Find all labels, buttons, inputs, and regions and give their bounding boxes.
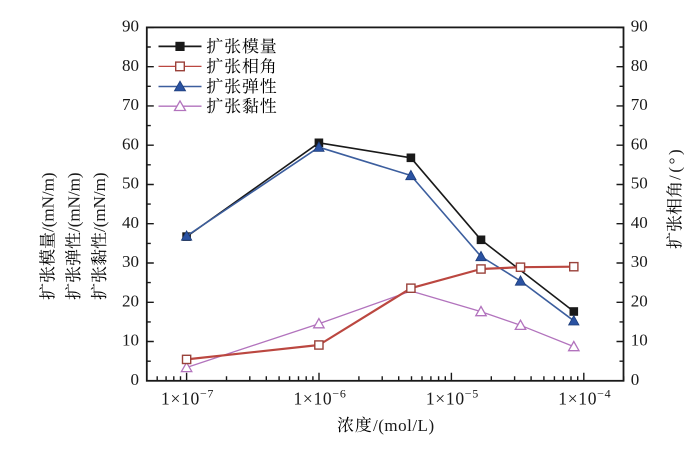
- svg-text:30: 30: [631, 252, 648, 271]
- svg-text:/(mN/m): /(mN/m): [39, 173, 58, 233]
- svg-text:/(mN/m): /(mN/m): [64, 173, 83, 233]
- svg-text:/(mol/L): /(mol/L): [373, 416, 435, 435]
- svg-text:60: 60: [122, 134, 139, 153]
- svg-text:90: 90: [122, 17, 139, 36]
- svg-text:50: 50: [122, 174, 139, 193]
- svg-text:20: 20: [631, 291, 648, 310]
- svg-text:0: 0: [631, 370, 640, 389]
- svg-text:50: 50: [631, 174, 648, 193]
- svg-text:30: 30: [122, 252, 139, 271]
- svg-text:/(°): /(°): [666, 147, 685, 180]
- svg-text:10: 10: [631, 331, 648, 350]
- svg-text:40: 40: [122, 213, 139, 232]
- svg-text:70: 70: [631, 95, 648, 114]
- svg-text:10: 10: [122, 331, 139, 350]
- svg-text:40: 40: [631, 213, 648, 232]
- svg-text:/(mN/m): /(mN/m): [90, 173, 109, 233]
- svg-text:60: 60: [631, 134, 648, 153]
- svg-text:70: 70: [122, 95, 139, 114]
- svg-text:0: 0: [131, 370, 140, 389]
- svg-text:90: 90: [631, 17, 648, 36]
- svg-text:20: 20: [122, 291, 139, 310]
- svg-text:80: 80: [631, 56, 648, 75]
- svg-text:80: 80: [122, 56, 139, 75]
